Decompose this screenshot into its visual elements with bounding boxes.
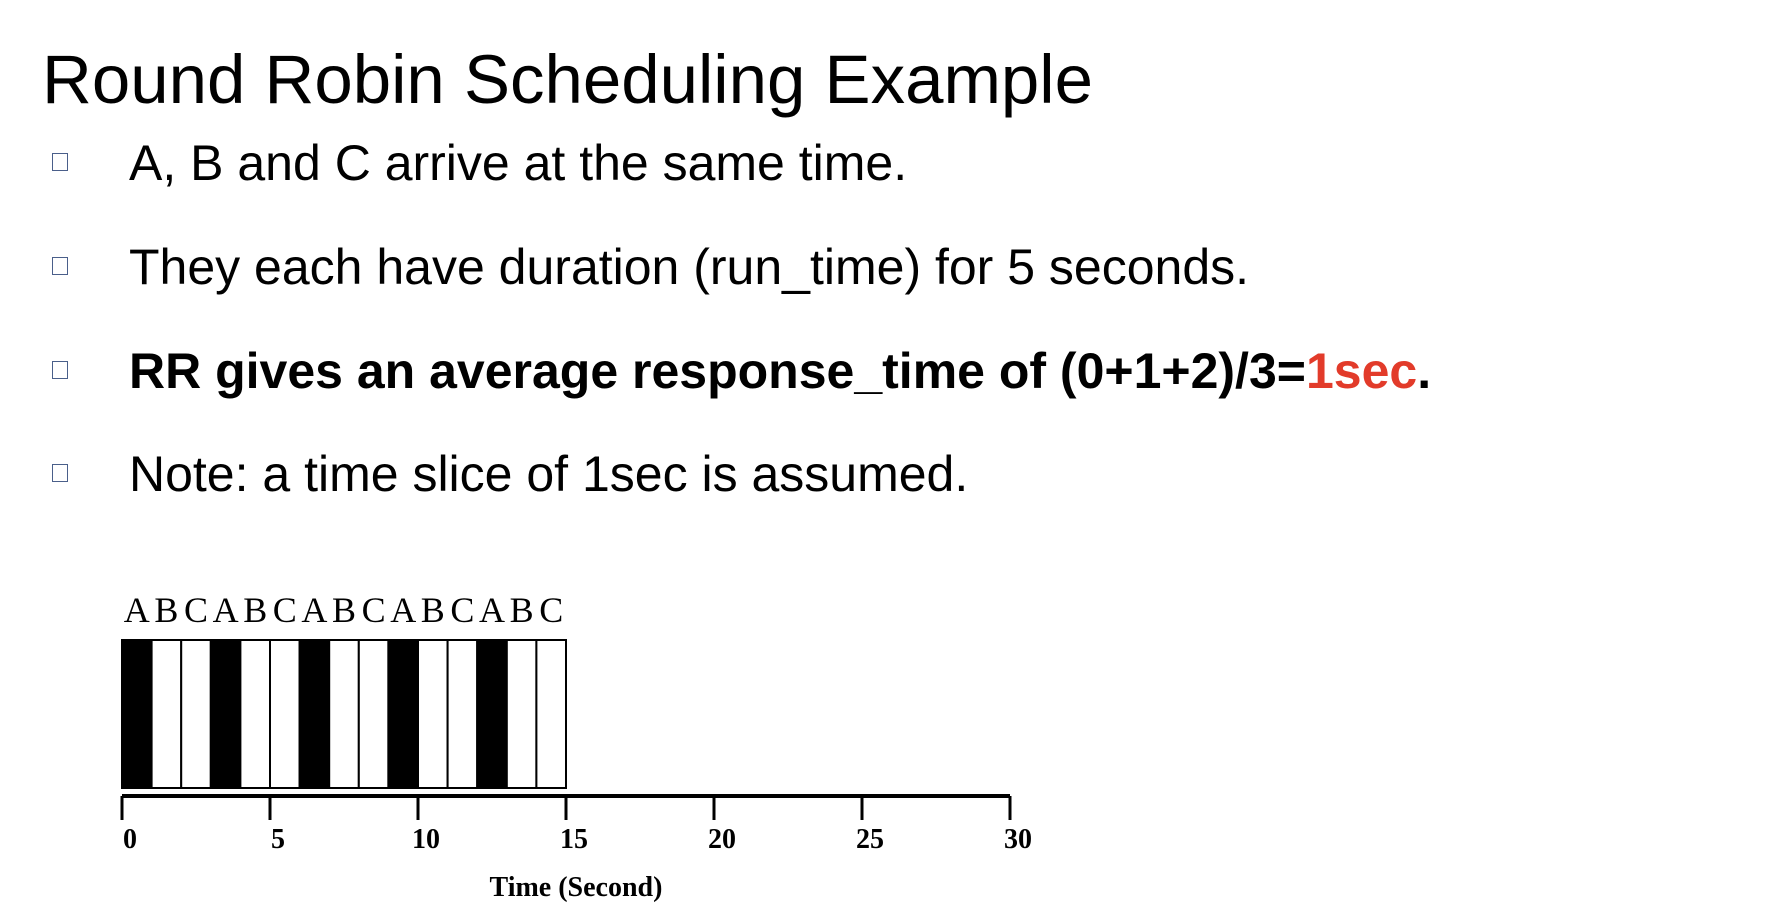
x-tick-label: 20 (708, 824, 736, 855)
slice-b-2 (150, 639, 183, 789)
slide-title: Round Robin Scheduling Example (42, 41, 1094, 118)
slice-b-8 (328, 639, 360, 789)
x-tick-label: 25 (856, 824, 884, 855)
x-ticks-group: 0 5 10 15 20 25 30 (120, 796, 1032, 855)
slice-c-12 (446, 639, 479, 789)
slice-label: C (362, 590, 386, 630)
slice-a-4 (209, 639, 242, 789)
bullet-item: They each have duration (run_time) for 5… (0, 237, 1700, 297)
slice-label: B (510, 590, 534, 630)
bullet-text: They each have duration (run_time) for 5… (129, 239, 1250, 295)
bullet-text-end: . (1417, 343, 1432, 399)
bullet-item: Note: a time slice of 1sec is assumed. (0, 444, 1700, 504)
slice-label: B (332, 590, 356, 630)
square-bullet-icon (52, 257, 68, 275)
slice-label: C (184, 590, 208, 630)
slice-b-14 (505, 639, 538, 789)
bullet-text: RR gives an average response_time of (0+… (129, 341, 1431, 401)
bullet-item: A, B and C arrive at the same time. (0, 133, 1700, 193)
square-bullet-icon (52, 153, 68, 171)
x-tick-label: 5 (271, 824, 285, 855)
slice-b-11 (417, 639, 449, 789)
x-tick-label: 15 (560, 824, 588, 855)
slice-label: C (450, 590, 474, 630)
x-tick-label: 0 (123, 824, 137, 855)
slice-b-5 (239, 639, 271, 789)
slice-label: C (539, 590, 563, 630)
highlight-value: 1sec (1305, 343, 1418, 399)
slice-a-13 (476, 639, 508, 789)
slice-label: A (124, 590, 150, 630)
slice-label: B (154, 590, 178, 630)
slice-a-1 (121, 639, 153, 789)
slice-label: C (273, 590, 297, 630)
bullet-text: Note: a time slice of 1sec is assumed. (129, 446, 969, 502)
slice-c-9 (357, 639, 390, 789)
slice-label: B (421, 590, 445, 630)
slice-c-3 (180, 639, 212, 789)
slice-label: B (243, 590, 267, 630)
bullet-item: RR gives an average response_time of (0+… (0, 341, 1700, 401)
square-bullet-icon (52, 361, 68, 379)
slice-label: A (213, 590, 239, 630)
x-tick-label: 30 (1004, 824, 1032, 855)
slice-label: A (479, 590, 505, 630)
bullet-text-main: RR gives an average response_time of (0+… (129, 343, 1306, 399)
slice-a-7 (298, 639, 331, 789)
slices-group (121, 639, 568, 789)
x-tick-label: 10 (412, 824, 440, 855)
x-axis-label: Time (Second) (490, 872, 663, 903)
slice-label: A (301, 590, 327, 630)
slice-a-10 (387, 639, 419, 789)
slice-label: A (390, 590, 416, 630)
slice-c-15 (535, 639, 568, 789)
bullet-text: A, B and C arrive at the same time. (129, 135, 908, 191)
slice-c-6 (269, 639, 301, 789)
square-bullet-icon (52, 464, 68, 482)
